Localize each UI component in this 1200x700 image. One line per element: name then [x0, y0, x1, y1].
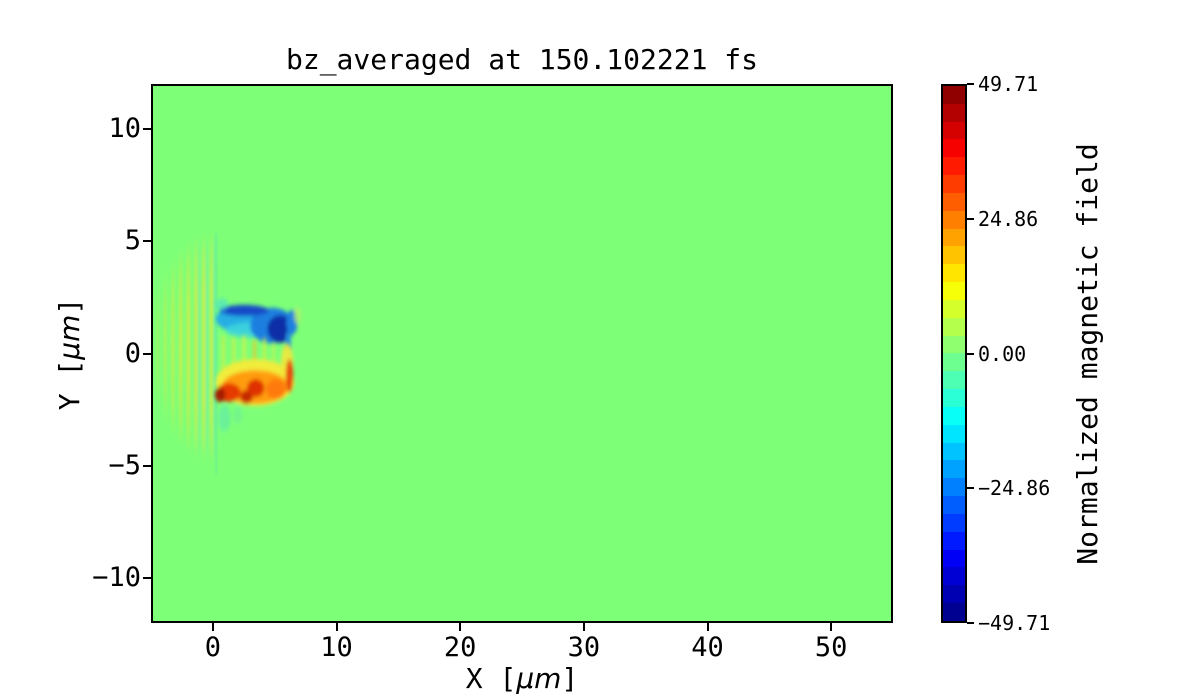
colorbar-band	[943, 353, 965, 372]
laser-wavefront-stripes	[155, 230, 216, 477]
y-tick-mark	[143, 127, 151, 130]
colorbar-band	[943, 210, 965, 229]
negative-bz-lobe	[215, 298, 302, 352]
colorbar-band	[943, 103, 965, 122]
colorbar-band	[943, 460, 965, 479]
colorbar-tick-mark	[967, 83, 974, 85]
colorbar-band	[943, 496, 965, 514]
y-tick-label: 10	[108, 112, 141, 144]
y-tick-mark	[143, 352, 151, 355]
colorbar-band	[943, 139, 965, 158]
y-tick-mark	[143, 240, 151, 243]
colorbar-band	[943, 335, 965, 354]
x-tick-mark	[582, 623, 585, 631]
plot-title: bz_averaged at 150.102221 fs	[285, 43, 758, 76]
y-tick-label: 5	[124, 225, 141, 257]
colorbar-band	[943, 317, 965, 336]
colorbar-band	[943, 86, 965, 104]
colorbar-tick-label: 49.71	[978, 72, 1039, 96]
colorbar-band	[943, 424, 965, 443]
x-tick-mark	[335, 623, 338, 631]
colorbar-tick-label: −49.71	[978, 611, 1051, 635]
colorbar-band	[943, 157, 965, 176]
x-tick-label: 50	[814, 632, 848, 663]
midplane-streaks	[221, 335, 275, 374]
colorbar-tick-label: 24.86	[978, 206, 1039, 231]
colorbar-band	[943, 282, 965, 300]
y-tick-mark	[143, 577, 151, 580]
colorbar-band	[943, 406, 965, 425]
colorbar-band	[943, 513, 965, 532]
x-tick-label: 0	[204, 632, 221, 663]
colorbar-band	[943, 549, 965, 568]
x-tick-mark	[459, 623, 462, 631]
colorbar-band	[943, 299, 965, 318]
x-tick-mark	[706, 623, 709, 631]
boundary-filament	[215, 233, 218, 474]
x-tick-label: 10	[320, 632, 353, 663]
colorbar-band	[943, 246, 965, 265]
x-tick-label: 30	[567, 632, 601, 663]
colorbar-band	[943, 192, 965, 211]
colorbar	[941, 84, 967, 623]
colorbar-tick-label: 0.00	[978, 341, 1027, 366]
x-tick-label: 40	[691, 632, 724, 663]
colorbar-band	[943, 228, 965, 247]
colorbar-band	[943, 264, 965, 283]
colorbar-band	[943, 585, 965, 604]
colorbar-band	[943, 389, 965, 407]
colorbar-band	[943, 175, 965, 193]
colorbar-band	[943, 121, 965, 140]
colorbar-band	[943, 371, 965, 390]
zero-field-background	[153, 86, 891, 621]
x-tick-label: 20	[443, 632, 477, 663]
x-axis-label: X [μm]	[465, 662, 579, 695]
y-tick-label: 0	[124, 337, 141, 369]
x-tick-mark	[830, 623, 833, 631]
colorbar-tick-label: −24.86	[978, 476, 1051, 501]
x-tick-mark	[211, 623, 214, 631]
colorbar-band	[943, 603, 965, 621]
colorbar-tick-mark	[967, 622, 974, 624]
y-tick-label: −10	[92, 562, 141, 594]
colorbar-band	[943, 442, 965, 461]
colorbar-tick-mark	[967, 217, 974, 220]
colorbar-band	[943, 531, 965, 550]
colorbar-tick-mark	[967, 487, 974, 490]
colorbar-label: Normalized magnetic field	[1071, 143, 1104, 565]
field-heatmap	[153, 86, 891, 621]
plot-area	[151, 84, 893, 623]
positive-bz-lobe	[214, 343, 295, 432]
y-tick-label: −5	[108, 449, 141, 481]
colorbar-tick-mark	[967, 352, 974, 355]
colorbar-band	[943, 478, 965, 497]
y-tick-mark	[143, 464, 151, 467]
colorbar-band	[943, 567, 965, 586]
